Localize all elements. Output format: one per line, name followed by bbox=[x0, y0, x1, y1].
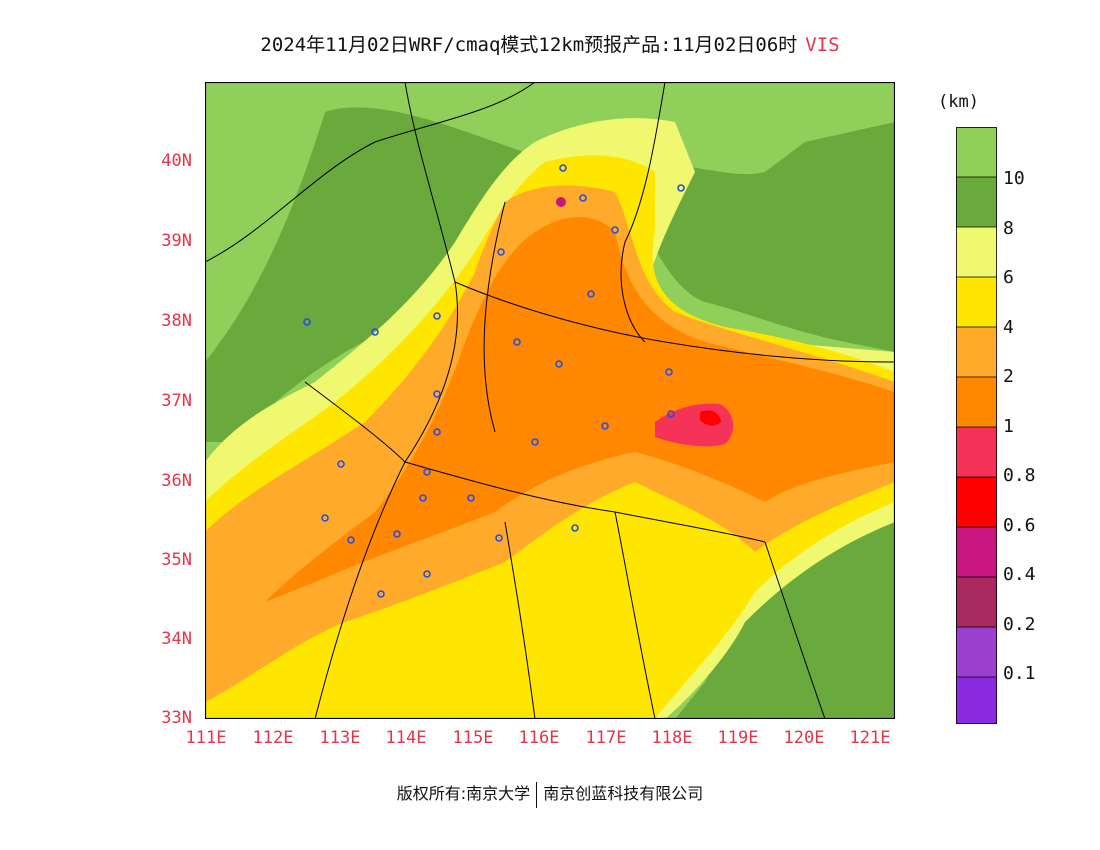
legend-swatch bbox=[956, 627, 997, 677]
city-marker bbox=[665, 368, 673, 376]
legend-swatch bbox=[956, 427, 997, 477]
province-borders bbox=[205, 82, 895, 719]
legend-swatch bbox=[956, 277, 997, 327]
lat-label: 36N bbox=[161, 471, 192, 491]
legend-swatch bbox=[956, 577, 997, 627]
legend-label: 0.4 bbox=[1003, 564, 1036, 585]
visibility-map bbox=[205, 82, 895, 719]
zone-vis-8-10-east bbox=[625, 122, 895, 352]
city-marker bbox=[371, 328, 379, 336]
legend-label: 0.6 bbox=[1003, 515, 1036, 536]
city-marker bbox=[587, 290, 595, 298]
legend-swatch bbox=[956, 127, 997, 177]
lat-label: 33N bbox=[161, 708, 192, 728]
lat-label: 40N bbox=[161, 151, 192, 171]
copyright-right: 南京创蓝科技有限公司 bbox=[543, 784, 704, 803]
city-marker bbox=[321, 514, 329, 522]
legend-unit: (km) bbox=[938, 92, 979, 112]
lat-label: 37N bbox=[161, 391, 192, 411]
legend-label: 1 bbox=[1003, 416, 1014, 437]
lon-label: 118E bbox=[651, 728, 693, 748]
lat-label: 35N bbox=[161, 550, 192, 570]
city-marker bbox=[393, 530, 401, 538]
city-marker bbox=[497, 248, 505, 256]
zone-vis-0-6-0-8 bbox=[700, 410, 721, 426]
lon-label: 120E bbox=[783, 728, 825, 748]
city-marker bbox=[611, 226, 619, 234]
lon-label: 114E bbox=[385, 728, 427, 748]
copyright-left: 版权所有:南京大学 bbox=[396, 784, 531, 803]
legend-label: 10 bbox=[1003, 168, 1025, 189]
city-marker bbox=[559, 164, 567, 172]
page-title: 2024年11月02日WRF/cmaq模式12km预报产品:11月02日06时 V… bbox=[0, 30, 1100, 57]
city-marker bbox=[377, 590, 385, 598]
lat-label: 38N bbox=[161, 311, 192, 331]
lon-label: 119E bbox=[717, 728, 759, 748]
city-marker bbox=[347, 536, 355, 544]
city-marker bbox=[579, 194, 587, 202]
legend-swatch bbox=[956, 377, 997, 427]
legend-swatch bbox=[956, 177, 997, 227]
lat-label: 34N bbox=[161, 629, 192, 649]
city-marker bbox=[555, 360, 563, 368]
zone-vis-8-10-se bbox=[675, 492, 895, 719]
lon-label: 113E bbox=[319, 728, 361, 748]
zone-vis-8-10 bbox=[205, 107, 565, 443]
city-marker bbox=[433, 312, 441, 320]
city-marker bbox=[513, 338, 521, 346]
city-marker bbox=[677, 184, 685, 192]
city-marker bbox=[423, 570, 431, 578]
lon-label: 116E bbox=[518, 728, 560, 748]
lon-label: 111E bbox=[185, 728, 227, 748]
city-marker bbox=[423, 468, 431, 476]
city-marker bbox=[601, 422, 609, 430]
legend-label: 0.2 bbox=[1003, 614, 1036, 635]
legend-label: 0.8 bbox=[1003, 465, 1036, 486]
lon-label: 121E bbox=[849, 728, 891, 748]
footer-divider bbox=[536, 781, 538, 808]
zone-vis-1-2 bbox=[265, 217, 895, 602]
city-marker bbox=[667, 410, 675, 418]
lon-label: 115E bbox=[452, 728, 494, 748]
legend-swatch bbox=[956, 527, 997, 577]
product-label: VIS bbox=[805, 34, 840, 56]
title-text: 2024年11月02日WRF/cmaq模式12km预报产品:11月02日06时 bbox=[260, 34, 798, 56]
legend-swatch bbox=[956, 677, 997, 724]
city-marker bbox=[467, 494, 475, 502]
legend-label: 2 bbox=[1003, 366, 1014, 387]
city-marker bbox=[303, 318, 311, 326]
legend-label: 6 bbox=[1003, 267, 1014, 288]
legend-swatch bbox=[956, 477, 997, 527]
legend-label: 8 bbox=[1003, 218, 1014, 239]
city-marker bbox=[337, 460, 345, 468]
city-marker bbox=[433, 390, 441, 398]
legend-label: 4 bbox=[1003, 317, 1014, 338]
city-marker bbox=[571, 524, 579, 532]
city-marker bbox=[495, 534, 503, 542]
city-marker bbox=[433, 428, 441, 436]
city-marker bbox=[531, 438, 539, 446]
lon-label: 112E bbox=[252, 728, 294, 748]
city-marker bbox=[419, 494, 427, 502]
legend-swatch bbox=[956, 327, 997, 377]
zone-vis-0-4-0-6 bbox=[556, 197, 566, 207]
city-markers bbox=[303, 164, 685, 598]
copyright: 版权所有:南京大学 南京创蓝科技有限公司 bbox=[0, 780, 1100, 808]
legend-label: 0.1 bbox=[1003, 663, 1036, 684]
lat-label: 39N bbox=[161, 231, 192, 251]
legend-swatch bbox=[956, 227, 997, 277]
color-legend bbox=[956, 127, 997, 724]
lon-label: 117E bbox=[585, 728, 627, 748]
